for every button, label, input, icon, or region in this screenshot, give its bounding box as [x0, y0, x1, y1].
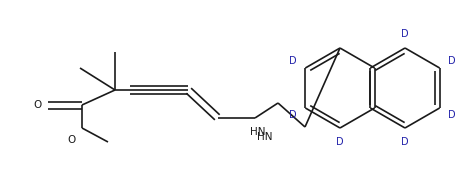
- Text: D: D: [448, 110, 455, 120]
- Text: D: D: [448, 56, 455, 66]
- Text: HN: HN: [257, 132, 273, 142]
- Text: D: D: [401, 29, 409, 39]
- Text: O: O: [68, 135, 76, 145]
- Text: D: D: [290, 110, 297, 120]
- Text: O: O: [34, 100, 42, 110]
- Text: D: D: [401, 137, 409, 147]
- Text: HN: HN: [250, 127, 266, 137]
- Text: D: D: [336, 137, 344, 147]
- Text: D: D: [290, 56, 297, 66]
